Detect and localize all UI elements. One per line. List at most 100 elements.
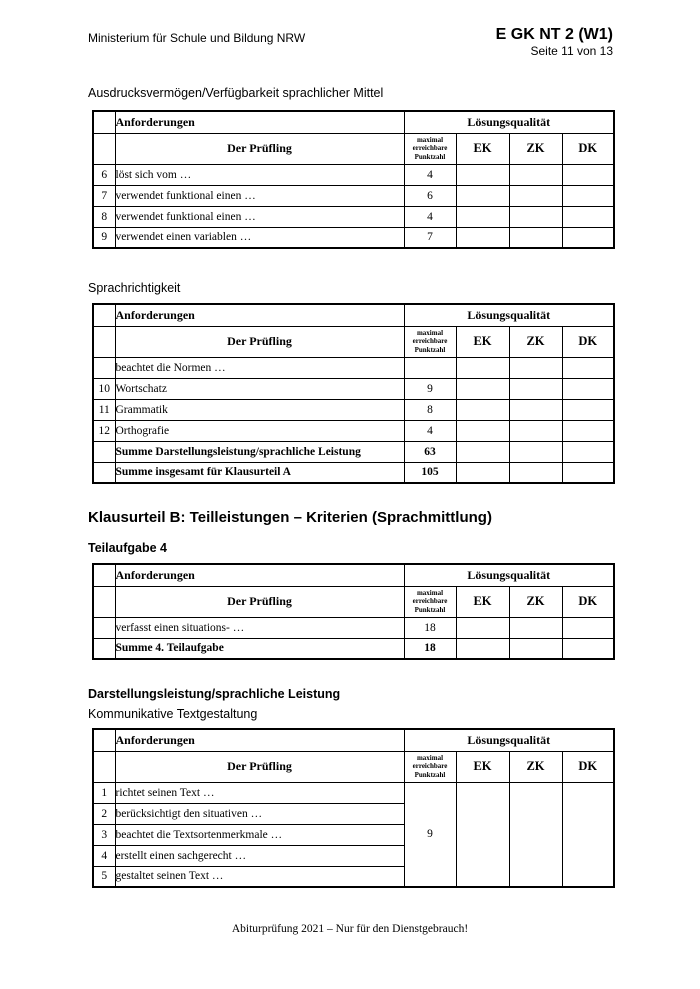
table-subheader-row: Der Prüfling maximal erreichbare Punktza… <box>92 132 615 165</box>
table-row: 7 verwendet funktional einen … 6 <box>92 184 615 207</box>
zk-score-cell <box>508 637 563 660</box>
sum-label-cell: Summe Darstellungsleistung/sprachliche L… <box>114 440 405 463</box>
zk-score-cell <box>508 205 563 228</box>
footer-notice: Abiturprüfung 2021 – Nur für den Dienstg… <box>231 923 469 935</box>
table-row: 10 Wortschatz 9 <box>92 377 615 400</box>
max-punktzahl-header: maximal erreichbare Punktzahl <box>403 132 457 165</box>
points-cell: 6 <box>403 184 457 207</box>
dk-header: DK <box>561 132 615 165</box>
row-number-header-cell <box>92 750 116 783</box>
anforderungen-header: Anforderungen <box>114 303 405 327</box>
zk-score-cell <box>508 781 563 888</box>
requirement-cell: verwendet funktional einen … <box>114 205 405 228</box>
ek-header: EK <box>455 132 510 165</box>
requirement-cell: berücksichtigt den situativen … <box>114 802 405 825</box>
requirement-cell: gestaltet seinen Text … <box>114 865 405 888</box>
dk-score-cell <box>561 637 615 660</box>
row-number-cell <box>92 356 116 379</box>
row-number-cell: 8 <box>92 205 116 228</box>
points-cell: 9 <box>403 377 457 400</box>
sum-label-cell: Summe insgesamt für Klausurteil A <box>114 461 405 484</box>
anforderungen-header: Anforderungen <box>114 110 405 134</box>
ek-score-cell <box>455 398 510 421</box>
zk-score-cell <box>508 398 563 421</box>
row-number-cell: 2 <box>92 802 116 825</box>
table-row: 11 Grammatik 8 <box>92 398 615 421</box>
zk-score-cell <box>508 163 563 186</box>
row-number-header-cell <box>92 132 116 165</box>
dk-score-cell <box>561 377 615 400</box>
requirement-cell: beachtet die Textsortenmerkmale … <box>114 823 405 846</box>
sum-points-cell: 18 <box>403 637 457 660</box>
table-header-row: Anforderungen Lösungsqualität <box>92 563 615 587</box>
max-punktzahl-header: maximal erreichbare Punktzahl <box>403 325 457 358</box>
der-pruefling-header: Der Prüfling <box>114 132 405 165</box>
exam-code: E GK NT 2 (W1) <box>495 26 613 43</box>
row-number-cell: 12 <box>92 419 116 442</box>
row-number-cell: 7 <box>92 184 116 207</box>
klausurteil-b-heading: Klausurteil B: Teilleistungen – Kriterie… <box>88 509 492 526</box>
points-cell <box>403 356 457 379</box>
zk-score-cell <box>508 616 563 639</box>
ek-score-cell <box>455 461 510 484</box>
zk-header: ZK <box>508 585 563 618</box>
dk-score-cell <box>561 440 615 463</box>
section-title-sprachrichtigkeit: Sprachrichtigkeit <box>88 281 181 295</box>
table-row: 8 verwendet funktional einen … 4 <box>92 205 615 228</box>
points-cell: 7 <box>403 226 457 249</box>
ek-score-cell <box>455 184 510 207</box>
zk-score-cell <box>508 356 563 379</box>
table-row: 12 Orthografie 4 <box>92 419 615 442</box>
sum-points-cell: 63 <box>403 440 457 463</box>
dk-score-cell <box>561 184 615 207</box>
row-number-header-cell <box>92 303 116 327</box>
max-punktzahl-header: maximal erreichbare Punktzahl <box>403 585 457 618</box>
row-number-cell <box>92 616 116 639</box>
table-header-row: Anforderungen Lösungsqualität <box>92 110 615 134</box>
criteria-table-teilaufgabe-4: Anforderungen Lösungsqualität Der Prüfli… <box>92 563 616 660</box>
criteria-table-ausdrucksvermoegen: Anforderungen Lösungsqualität Der Prüfli… <box>92 110 616 249</box>
sum-row: Summe Darstellungsleistung/sprachliche L… <box>92 440 615 463</box>
zk-score-cell <box>508 419 563 442</box>
section-subtitle-kommunikative-textgestaltung: Kommunikative Textgestaltung <box>88 707 258 721</box>
table-header-row: Anforderungen Lösungsqualität <box>92 303 615 327</box>
row-number-header-cell <box>92 110 116 134</box>
requirement-cell: erstellt einen sachgerecht … <box>114 844 405 867</box>
table-row: verfasst einen situations- … 18 <box>92 616 615 639</box>
table-subheader-row: Der Prüfling maximal erreichbare Punktza… <box>92 750 615 783</box>
row-number-cell <box>92 637 116 660</box>
zk-header: ZK <box>508 750 563 783</box>
requirement-cell: Wortschatz <box>114 377 405 400</box>
zk-score-cell <box>508 184 563 207</box>
dk-score-cell <box>561 205 615 228</box>
ek-header: EK <box>455 325 510 358</box>
row-number-header-cell <box>92 563 116 587</box>
loesungsqualitaet-header: Lösungsqualität <box>403 303 615 327</box>
sum-row: Summe 4. Teilaufgabe 18 <box>92 637 615 660</box>
ek-score-cell <box>455 205 510 228</box>
requirement-cell: verwendet funktional einen … <box>114 184 405 207</box>
dk-score-cell <box>561 419 615 442</box>
loesungsqualitaet-header: Lösungsqualität <box>403 563 615 587</box>
table-row: 5 gestaltet seinen Text … <box>92 865 614 888</box>
dk-score-cell <box>561 461 615 484</box>
row-number-cell <box>92 440 116 463</box>
dk-header: DK <box>561 585 615 618</box>
zk-header: ZK <box>508 132 563 165</box>
dk-score-cell <box>561 226 615 249</box>
section-title-ausdrucksvermoegen: Ausdrucksvermögen/Verfügbarkeit sprachli… <box>88 86 384 100</box>
table-row: 9 verwendet einen variablen … 7 <box>92 226 615 249</box>
der-pruefling-header: Der Prüfling <box>114 585 405 618</box>
der-pruefling-header: Der Prüfling <box>114 750 405 783</box>
merged-points-cell: 9 <box>403 781 457 888</box>
requirement-cell: beachtet die Normen … <box>114 356 405 379</box>
requirement-cell: Orthografie <box>114 419 405 442</box>
requirement-cell: löst sich vom … <box>114 163 405 186</box>
teilaufgabe-4-subheading: Teilaufgabe 4 <box>88 541 167 555</box>
row-number-cell: 6 <box>92 163 116 186</box>
table-row: 3 beachtet die Textsortenmerkmale … <box>92 823 614 846</box>
max-punktzahl-header: maximal erreichbare Punktzahl <box>403 750 457 783</box>
points-cell: 4 <box>403 205 457 228</box>
dk-score-cell <box>561 163 615 186</box>
